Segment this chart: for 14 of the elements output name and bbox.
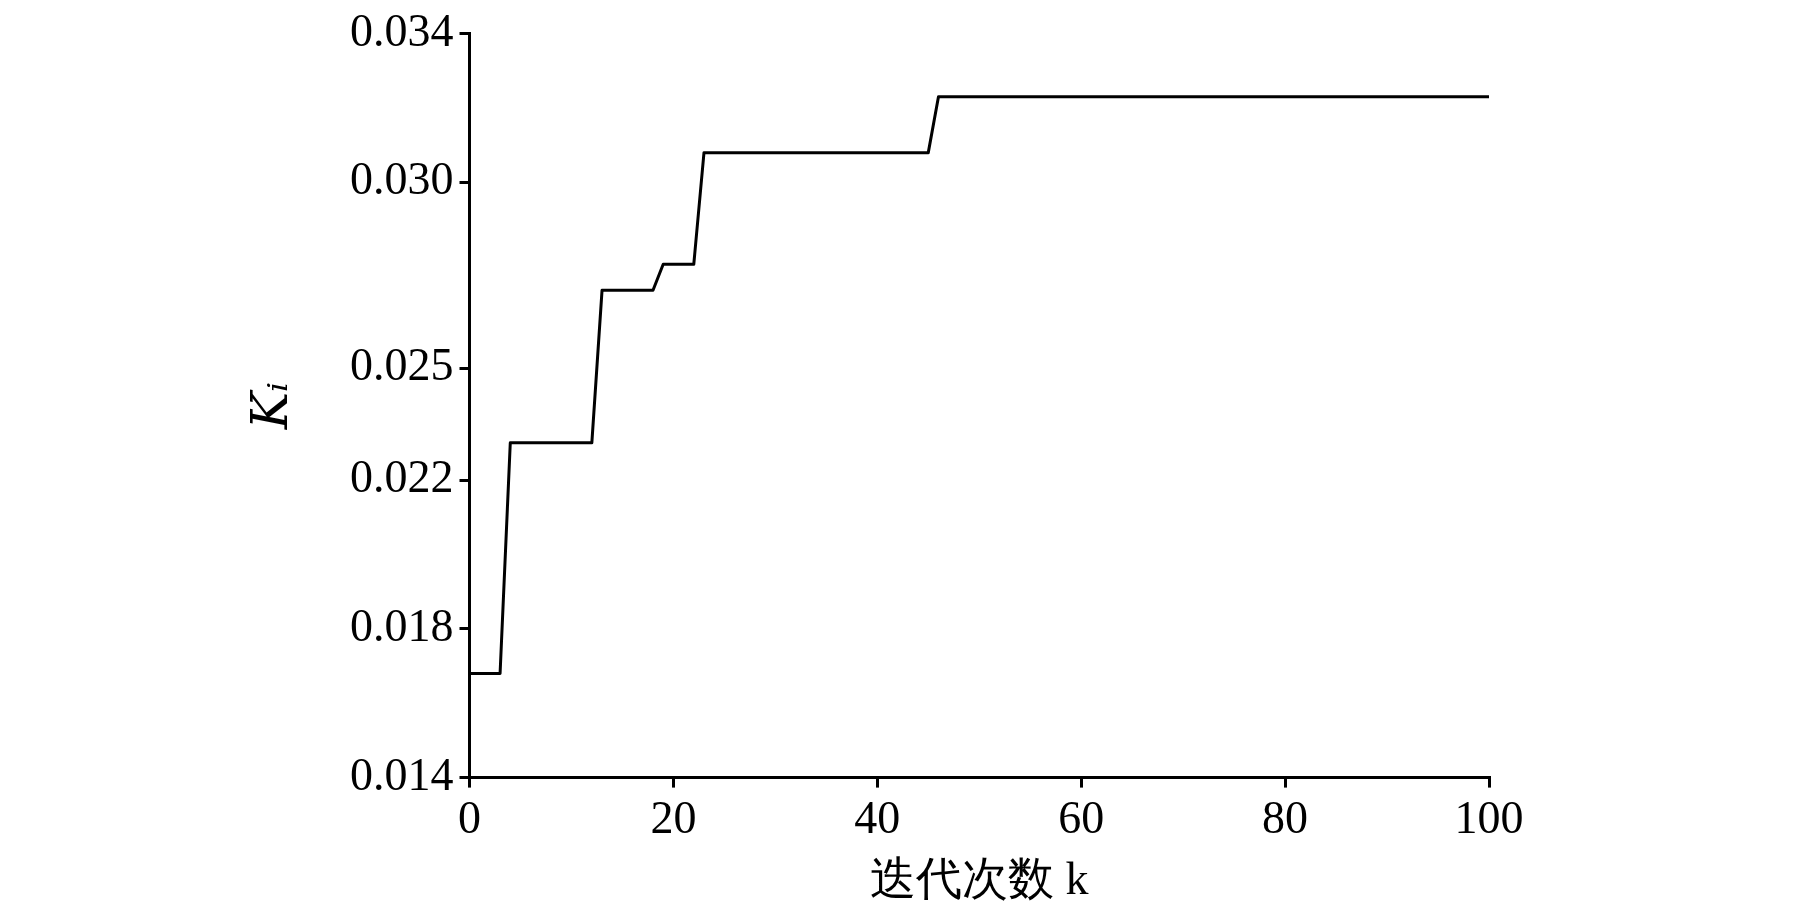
x-tick-label: 0	[458, 792, 481, 844]
x-tick-label: 20	[650, 792, 697, 844]
y-axis-title: Kᵢ	[240, 381, 299, 431]
x-tick-label: 40	[854, 792, 901, 844]
y-tick-label: 0.018	[350, 599, 454, 651]
x-tick-label: 100	[1454, 792, 1524, 844]
y-tick-label: 0.022	[350, 451, 454, 503]
y-tick-label: 0.034	[350, 4, 454, 56]
x-tick-label: 80	[1262, 792, 1309, 844]
x-axis-title: 迭代次数 k	[870, 853, 1089, 905]
y-tick-label: 0.025	[350, 339, 454, 391]
y-tick-label: 0.014	[350, 748, 454, 800]
y-tick-label: 0.030	[350, 153, 454, 205]
x-tick-label: 60	[1058, 792, 1105, 844]
